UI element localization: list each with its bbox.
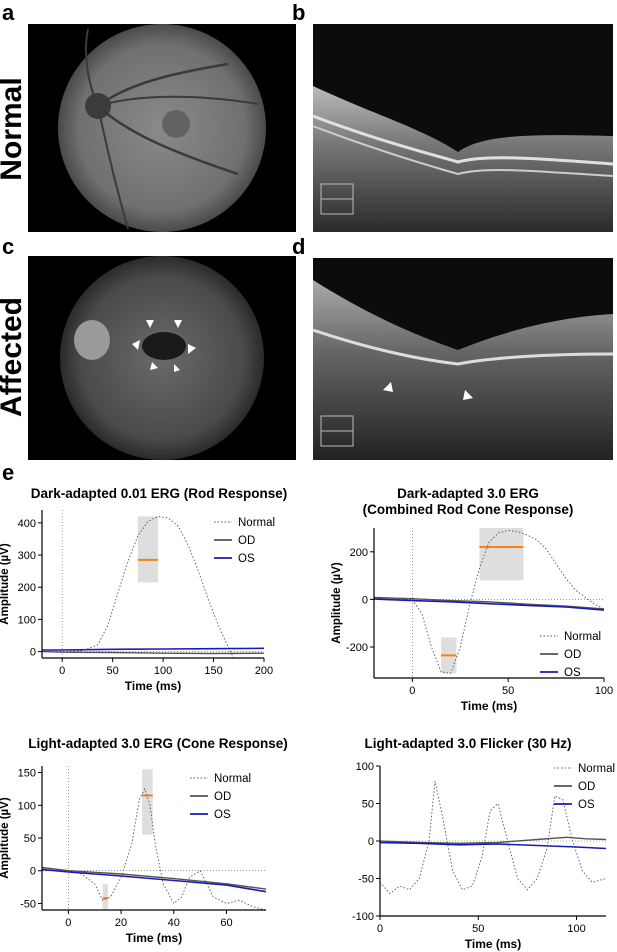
legend-label-os: OS — [214, 809, 231, 821]
chart-rod: 0 50 100 150 200 0 100 200 300 400 Time (ms) Amplit… — [0, 510, 275, 693]
legend-label-od: OD — [238, 535, 255, 547]
x-tick-label: 50 — [502, 685, 514, 697]
x-tick-label: 200 — [255, 665, 273, 677]
arrowhead-markers — [132, 320, 196, 372]
chart-combined: 0 50 100 -200 0 200 Time (ms) Amplitude (µV) Nor… — [331, 528, 613, 713]
chart-title-cone: Light-adapted 3.0 ERG (Cone Response) — [28, 736, 288, 751]
x-tick-label: 0 — [65, 917, 71, 929]
series-line-od — [41, 650, 265, 655]
y-tick-label: 50 — [24, 833, 36, 845]
legend-label-normal: Normal — [214, 773, 251, 785]
y-tick-label: 100 — [18, 614, 36, 626]
row-label-affected: Affected — [0, 297, 28, 418]
x-tick-label: 100 — [154, 665, 172, 677]
y-tick-label: 100 — [356, 761, 374, 773]
y-axis-label: Amplitude (µV) — [0, 543, 11, 625]
legend-label-normal: Normal — [238, 517, 275, 529]
fundus-image-affected — [28, 256, 296, 460]
y-tick-label: 0 — [30, 647, 36, 659]
y-tick-label: 0 — [368, 836, 374, 848]
legend-label-os: OS — [238, 553, 255, 565]
chart-subtitle-combined: (Combined Rod Cone Response) — [362, 502, 574, 517]
shaded-band — [142, 769, 153, 835]
y-tick-label: 50 — [362, 799, 374, 811]
series-line-od — [41, 866, 267, 890]
y-tick-label: 200 — [18, 582, 36, 594]
shaded-band — [479, 528, 524, 581]
x-axis-label: Time (ms) — [125, 679, 181, 693]
legend-label-od: OD — [564, 649, 581, 661]
x-tick-label: 50 — [107, 665, 119, 677]
x-tick-label: 60 — [220, 917, 232, 929]
y-tick-label: 150 — [18, 768, 36, 780]
x-axis-label: Time (ms) — [126, 931, 182, 945]
x-tick-label: 50 — [472, 923, 484, 935]
series-line-normal — [379, 780, 607, 895]
y-tick-label: 0 — [30, 866, 36, 878]
oct-scan-affected — [313, 258, 613, 460]
legend-label-normal: Normal — [578, 763, 615, 775]
legend-label-os: OS — [564, 667, 581, 679]
series-line-od — [379, 836, 607, 845]
oct-scan-normal — [313, 24, 613, 232]
x-tick-label: 0 — [377, 923, 383, 935]
panel-letter-c: c — [2, 234, 15, 259]
panel-letter-a: a — [2, 0, 15, 25]
legend-label-od: OD — [214, 791, 231, 803]
chart-title-rod: Dark-adapted 0.01 ERG (Rod Response) — [30, 486, 288, 501]
x-tick-label: 100 — [595, 685, 613, 697]
legend-label-od: OD — [578, 781, 595, 793]
panel-letter-b: b — [292, 0, 306, 25]
chart-cone: 0 20 40 60 -50 0 50 100 150 Time (ms) Amplitude (µ… — [0, 766, 267, 945]
y-tick-label: 100 — [18, 800, 36, 812]
chart-title-flicker: Light-adapted 3.0 Flicker (30 Hz) — [364, 736, 572, 751]
fundus-image-normal — [28, 24, 296, 232]
row-label-normal: Normal — [0, 77, 28, 181]
series-line-normal — [42, 515, 235, 659]
y-tick-label: -50 — [20, 898, 36, 910]
y-axis-label: Amplitude (µV) — [331, 562, 343, 644]
y-tick-label: -100 — [352, 911, 374, 923]
x-tick-label: 40 — [168, 917, 180, 929]
series-line-os — [42, 647, 265, 651]
x-tick-label: 100 — [567, 923, 585, 935]
y-axis-label: Amplitude (µV) — [0, 797, 11, 879]
y-tick-label: -50 — [358, 874, 374, 886]
series-line-os — [373, 598, 605, 611]
y-tick-label: -200 — [346, 642, 368, 654]
y-tick-label: 300 — [18, 550, 36, 562]
legend-label-normal: Normal — [564, 631, 601, 643]
y-tick-label: 200 — [350, 547, 368, 559]
y-tick-label: 400 — [18, 518, 36, 530]
chart-flicker: 0 50 100 -100 -50 0 50 100 Time (ms) Normal OD OS — [352, 761, 615, 951]
x-axis-label: Time (ms) — [461, 699, 517, 713]
x-tick-label: 150 — [204, 665, 222, 677]
series-line-od — [373, 596, 605, 610]
x-tick-label: 20 — [115, 917, 127, 929]
x-tick-label: 0 — [409, 685, 415, 697]
y-tick-label: 0 — [362, 594, 368, 606]
series-line-os — [379, 841, 607, 850]
legend-label-os: OS — [578, 799, 595, 811]
panel-letter-d: d — [292, 234, 306, 259]
shaded-band — [137, 516, 159, 583]
chart-title-combined: Dark-adapted 3.0 ERG — [397, 486, 539, 501]
x-tick-label: 0 — [59, 665, 65, 677]
x-axis-label: Time (ms) — [465, 937, 521, 951]
series-line-normal — [42, 787, 267, 911]
shaded-band — [102, 883, 108, 910]
panel-letter-e: e — [2, 460, 15, 485]
series-line-os — [41, 868, 267, 893]
